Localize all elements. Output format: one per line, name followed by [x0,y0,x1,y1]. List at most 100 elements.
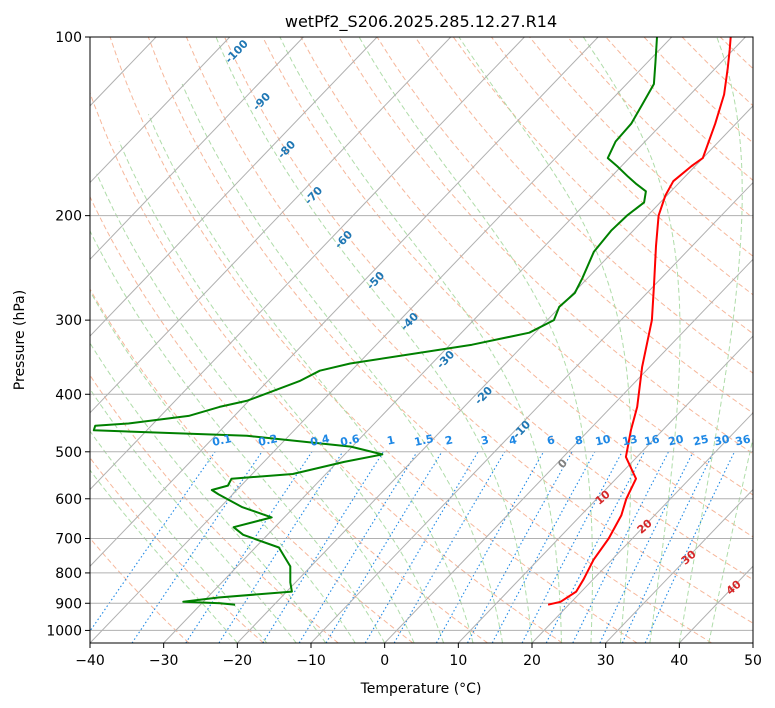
moist-adiabat-line [90,342,327,643]
isotherms [90,37,753,643]
isotherm-line [236,105,753,643]
mixing-ratio-label: 25 [692,433,710,449]
dry-adiabat-line [262,37,753,538]
mixing-ratio-label: 3 [480,433,490,447]
moist-adiabat-line [215,37,533,643]
y-tick-label: 600 [55,492,82,508]
plot-area: -100-90-80-70-60-50-40-30-20-10010203040… [90,37,753,643]
mixing-ratio-label: 0.1 [211,432,233,449]
chart-title: wetPf2_S206.2025.285.12.27.R14 [285,12,557,32]
mixing-ratio-line [262,451,384,643]
mixing-ratio-label: 0.4 [309,432,331,449]
isotherm-line [90,37,304,261]
mixing-ratio-label: 1.5 [413,432,435,449]
mixing-ratio-label: 0.2 [257,432,279,449]
isotherm-line [457,335,753,643]
moist-adiabat-line [279,37,562,643]
mixing-ratio-line [131,451,263,643]
mixing-ratio-label: 6 [546,433,557,447]
dry-adiabat-line [491,37,753,296]
x-tick-label: 0 [380,653,389,669]
dry-adiabat-line [338,37,753,455]
moist-adiabat-line [96,173,415,643]
mixing-ratio-label: 13 [621,433,639,449]
mixing-ratio-label: 8 [574,433,584,447]
mixing-ratio-label: 2 [444,433,454,447]
isotherm-line [384,258,753,643]
dry-adiabat-line [90,537,190,643]
x-tick-label: −20 [223,653,253,669]
x-tick-label: −30 [149,653,179,669]
isotherm-line [90,37,525,491]
dry-adiabat-line [90,91,563,643]
mixing-ratio-line [218,451,344,643]
isotherm-line [90,37,599,567]
dry-adiabat-line [90,456,264,643]
dry-adiabat-line [185,37,753,624]
y-tick-label: 1000 [46,623,82,639]
y-tick-label: 200 [55,209,82,225]
isotherm-line [531,412,753,643]
temperature-line [547,37,732,606]
isotherm-line [90,37,673,643]
isotherm-line [90,37,378,337]
y-tick-label: 900 [55,596,82,612]
x-tick-label: 30 [597,653,615,669]
mixing-ratio-line [325,451,443,643]
mixing-ratio-label: 16 [643,432,661,448]
mixing-ratio-line [435,451,545,643]
isotherm-line [90,37,452,414]
moist-adiabat-line [90,430,268,643]
x-axis-label: Temperature (°C) [360,681,482,697]
mixing-ratio-lines [90,451,735,643]
dry-adiabat-line [90,374,339,643]
x-tick-label: 20 [523,653,541,669]
x-tick-label: 40 [670,653,688,669]
mixing-ratio-label: 30 [713,432,731,448]
mixing-ratio-line [185,451,313,643]
moist-adiabat-line [582,37,681,643]
y-tick-label: 800 [55,566,82,582]
y-tick-label: 700 [55,532,82,548]
dewpoint-line [92,37,658,606]
x-tick-label: −40 [75,653,105,669]
moist-adiabat-line [708,436,753,643]
dry-adiabat-line [109,37,638,643]
dry-adiabat-line [147,37,712,643]
profile-lines [92,37,732,606]
mixing-ratio-label: 36 [734,432,752,448]
mixing-ratio-line [90,451,216,633]
isotherm-line [310,181,753,643]
plot-frame [89,36,754,644]
mixing-ratio-label: 0.6 [339,432,361,449]
moist-adiabat-line [147,114,474,643]
y-axis-label: Pressure (hPa) [12,290,28,390]
x-tick-label: 50 [744,653,762,669]
mixing-ratio-line [467,451,573,643]
mixing-ratio-label: 10 [594,432,612,448]
y-tick-label: 500 [55,445,82,461]
moist-adiabat-line [678,37,743,643]
mixing-ratio-line [572,451,669,643]
isotherm-line [605,488,753,643]
mixing-ratio-label: 1 [386,433,396,447]
moist-adiabat-line [90,469,238,643]
x-tick-label: 10 [449,653,467,669]
x-tick-label: −10 [296,653,326,669]
y-axis: 100 200 300 400 500 600 700 800 900 1000 [46,30,90,639]
y-tick-label: 300 [55,313,82,329]
moist-adiabat-line [181,83,503,643]
dry-adiabat-line [90,195,488,643]
mixing-ratio-label: 20 [667,432,685,448]
isotherm-line [90,37,231,184]
x-axis: −40 −30 −20 −10 0 10 20 30 40 50 [75,643,762,669]
dry-adiabats [90,37,753,643]
mixing-ratio-line [599,451,694,643]
moist-adiabat-line [358,37,593,643]
y-tick-label: 100 [55,30,82,46]
mixing-ratio-label: 4 [508,433,519,447]
dry-adiabat-line [224,37,753,581]
dry-adiabat-line [376,37,753,414]
